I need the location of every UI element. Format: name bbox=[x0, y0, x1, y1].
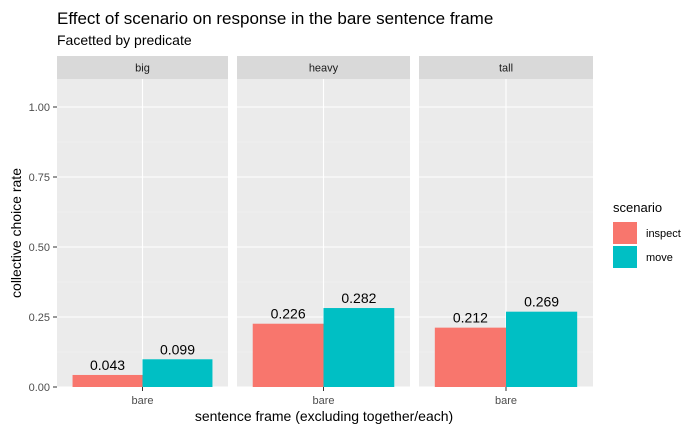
facet-panel-big: big 0.043 0.099 bare bbox=[57, 56, 228, 407]
x-tick-label: bare bbox=[495, 395, 517, 407]
chart-title: Effect of scenario on response in the ba… bbox=[57, 9, 493, 28]
y-axis: 0.00 0.25 0.50 0.75 1.00 bbox=[29, 102, 57, 394]
bar-big-inspect bbox=[72, 374, 143, 387]
y-tick-label: 0.50 bbox=[29, 242, 50, 254]
y-tick-label: 1.00 bbox=[29, 102, 50, 114]
bar-heavy-inspect bbox=[252, 323, 324, 387]
bar-heavy-move bbox=[323, 308, 395, 387]
y-tick-label: 0.75 bbox=[29, 172, 50, 184]
facet-panel-tall: tall 0.212 0.269 bare bbox=[419, 56, 593, 407]
data-label-heavy-inspect: 0.226 bbox=[271, 306, 306, 322]
x-tick-label: bare bbox=[131, 395, 153, 407]
legend-label-move: move bbox=[646, 252, 673, 264]
bar-big-move bbox=[142, 359, 213, 387]
facet-panel-heavy: heavy 0.226 0.282 bare bbox=[237, 56, 410, 407]
y-axis-title: collective choice rate bbox=[8, 168, 24, 298]
x-tick-label: bare bbox=[312, 395, 334, 407]
legend: scenario inspect move bbox=[613, 200, 681, 268]
x-axis-title: sentence frame (excluding together/each) bbox=[195, 408, 453, 424]
legend-key-inspect bbox=[613, 222, 637, 244]
bar-tall-inspect bbox=[434, 327, 506, 387]
chart-subtitle: Facetted by predicate bbox=[57, 32, 192, 48]
y-tick-label: 0.00 bbox=[29, 382, 50, 394]
y-tick-label: 0.25 bbox=[29, 312, 50, 324]
facet-strip bbox=[237, 56, 410, 79]
data-label-tall-move: 0.269 bbox=[524, 294, 559, 310]
data-label-big-move: 0.099 bbox=[160, 341, 195, 357]
facet-strip bbox=[419, 56, 593, 79]
facet-strip-label: heavy bbox=[309, 63, 339, 75]
data-label-big-inspect: 0.043 bbox=[90, 357, 125, 373]
bar-tall-move bbox=[506, 311, 578, 387]
facet-strip-label: tall bbox=[499, 63, 513, 75]
data-label-heavy-move: 0.282 bbox=[341, 290, 376, 306]
legend-label-inspect: inspect bbox=[646, 228, 681, 240]
legend-title: scenario bbox=[613, 200, 662, 215]
facet-panels: big0.0430.099bareheavy0.2260.282baretall… bbox=[57, 56, 593, 407]
data-label-tall-inspect: 0.212 bbox=[453, 310, 488, 326]
legend-key-move bbox=[613, 246, 637, 268]
facet-strip bbox=[57, 56, 228, 79]
facet-strip-label: big bbox=[135, 63, 150, 75]
